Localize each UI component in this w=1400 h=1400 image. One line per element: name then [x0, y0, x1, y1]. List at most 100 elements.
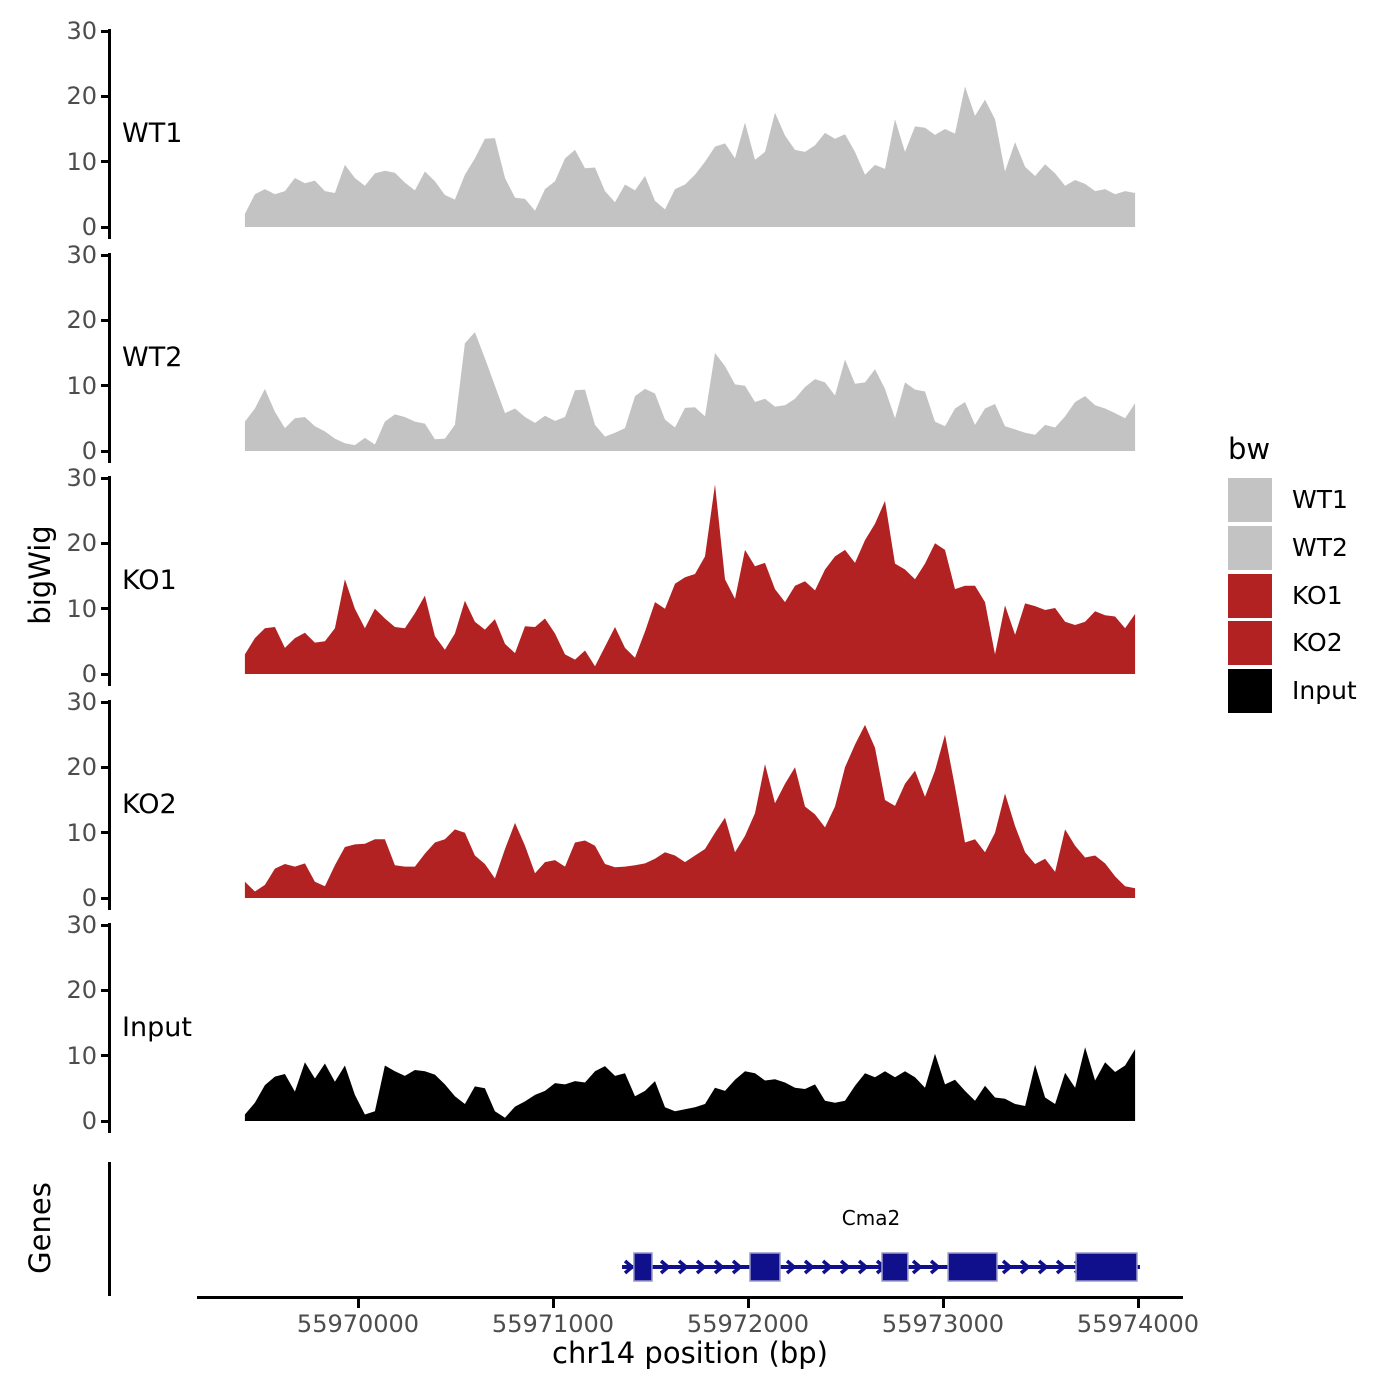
gene-exon: [881, 1252, 909, 1282]
y-tick: [101, 253, 110, 257]
legend-swatch-WT2: [1228, 525, 1272, 570]
y-tick: [101, 831, 110, 835]
y-tick-label: 10: [66, 1041, 97, 1070]
legend-label-KO1: KO1: [1292, 580, 1343, 610]
strand-arrow-icon: [1055, 1259, 1067, 1275]
y-tick: [101, 700, 110, 704]
legend-swatch-KO2: [1228, 621, 1272, 666]
coverage-area-Input: [244, 1047, 1136, 1121]
gene-exon: [633, 1252, 653, 1282]
strand-arrow-icon: [713, 1259, 725, 1275]
y-tick: [101, 160, 110, 164]
strand-arrow-icon: [1001, 1259, 1013, 1275]
y-tick: [101, 923, 110, 927]
y-tick-label: 20: [66, 82, 97, 111]
x-tick: [1136, 1299, 1140, 1308]
genes-axis-line: [108, 1162, 111, 1296]
coverage-area-WT2: [244, 332, 1136, 451]
y-tick-label: 30: [66, 241, 97, 269]
y-tick: [101, 225, 110, 229]
y-tick: [101, 476, 110, 480]
track-label-WT1: WT1: [122, 118, 183, 149]
gene-exon: [749, 1252, 781, 1282]
y-axis-line: [108, 29, 111, 239]
gene-exon: [947, 1252, 998, 1282]
y-tick-label: 10: [66, 594, 97, 623]
strand-arrow-icon: [659, 1259, 671, 1275]
strand-arrow-icon: [1019, 1259, 1031, 1275]
area-path-Input: [244, 1047, 1136, 1121]
y-axis-line: [108, 923, 111, 1133]
y-tick-label: 30: [66, 911, 97, 939]
strand-arrow-icon: [1037, 1259, 1049, 1275]
gene-exon: [1075, 1252, 1138, 1282]
y-tick-label: 30: [66, 688, 97, 716]
x-tick: [746, 1299, 750, 1308]
y-tick-label: 20: [66, 976, 97, 1005]
y-tick: [101, 1119, 110, 1123]
x-axis-title: chr14 position (bp): [552, 1336, 828, 1370]
track-label-WT2: WT2: [122, 342, 183, 373]
y-tick: [101, 765, 110, 769]
strand-arrow-icon: [803, 1259, 815, 1275]
area-path-KO1: [244, 484, 1136, 674]
y-axis-line: [108, 700, 111, 910]
area-path-KO2: [244, 724, 1136, 898]
y-tick: [101, 384, 110, 388]
strand-arrow-icon: [857, 1259, 869, 1275]
y-tick: [101, 29, 110, 33]
x-tick-label: 55974000: [1076, 1310, 1200, 1338]
track-label-Input: Input: [122, 1012, 192, 1043]
legend-title: bw: [1228, 432, 1271, 466]
x-tick-label: 55973000: [881, 1310, 1005, 1338]
legend-label-WT1: WT1: [1292, 485, 1348, 514]
legend-swatch-WT1: [1228, 478, 1272, 522]
y-tick: [101, 607, 110, 611]
coverage-area-WT1: [244, 86, 1136, 227]
x-tick-label: 55971000: [491, 1310, 615, 1338]
y-axis-line: [108, 253, 111, 463]
y-tick-label: 10: [66, 818, 97, 847]
y-tick: [101, 988, 110, 992]
x-axis-line: [197, 1296, 1183, 1299]
track-label-KO2: KO2: [122, 789, 177, 820]
legend-label-Input: Input: [1292, 676, 1357, 706]
legend-swatch-Input: [1228, 669, 1272, 714]
area-path-WT1: [244, 86, 1136, 227]
y-tick-label: 0: [81, 1107, 97, 1135]
strand-arrow-icon: [839, 1259, 851, 1275]
y-tick-label: 0: [81, 660, 97, 688]
y-tick: [101, 449, 110, 453]
y-tick: [101, 94, 110, 98]
strand-arrow-icon: [929, 1259, 941, 1275]
x-tick: [551, 1299, 555, 1308]
strand-arrow-icon: [677, 1259, 689, 1275]
gene-name-label: Cma2: [841, 1206, 901, 1230]
y-tick-label: 20: [66, 529, 97, 558]
y-tick-label: 30: [66, 464, 97, 492]
y-tick: [101, 672, 110, 676]
y-tick-label: 0: [81, 884, 97, 912]
y-tick-label: 20: [66, 753, 97, 782]
x-tick: [941, 1299, 945, 1308]
x-tick: [356, 1299, 360, 1308]
coverage-area-KO1: [244, 484, 1136, 674]
x-tick-label: 55970000: [296, 1310, 420, 1338]
y-tick: [101, 896, 110, 900]
y-tick-label: 0: [81, 437, 97, 465]
y-tick-label: 30: [66, 17, 97, 45]
legend-label-WT2: WT2: [1292, 532, 1348, 562]
y-tick: [101, 541, 110, 545]
legend-label-KO2: KO2: [1292, 628, 1343, 658]
legend-swatch-KO1: [1228, 573, 1272, 618]
strand-arrow-icon: [695, 1259, 707, 1275]
y-tick-label: 10: [66, 371, 97, 400]
strand-arrow-icon: [731, 1259, 743, 1275]
strand-arrow-icon: [623, 1259, 635, 1275]
strand-arrow-icon: [911, 1259, 923, 1275]
y-tick: [101, 1054, 110, 1058]
y-tick-label: 0: [81, 213, 97, 241]
y-axis-line: [108, 476, 111, 686]
track-label-KO1: KO1: [122, 565, 177, 596]
